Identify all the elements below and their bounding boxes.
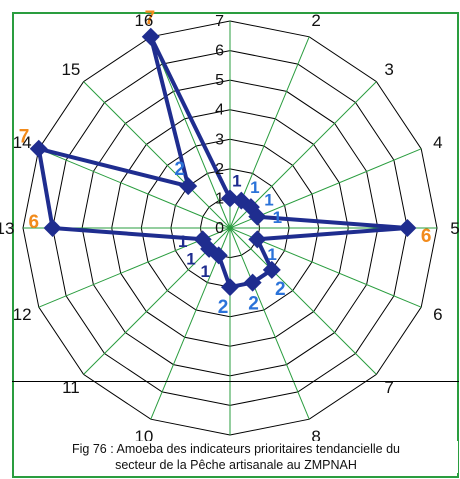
data-point-9 xyxy=(221,278,239,297)
category-label-12: 12 xyxy=(13,305,32,324)
point-label-8: 2 xyxy=(248,294,259,315)
figure-caption: Fig 76 : Amoeba des indicateurs priorita… xyxy=(14,441,458,473)
point-label-13: 6 xyxy=(29,212,40,233)
grid-spoke-14 xyxy=(38,148,231,229)
point-label-5: 6 xyxy=(421,226,432,247)
category-label-14: 14 xyxy=(13,133,32,152)
category-label-2: 2 xyxy=(311,11,320,30)
point-label-12: 1 xyxy=(178,232,187,251)
data-point-1 xyxy=(221,189,239,208)
category-label-5: 5 xyxy=(450,219,459,238)
data-point-12 xyxy=(193,230,212,249)
ring-label-2: 2 xyxy=(215,161,224,178)
grid-spoke-15 xyxy=(83,81,231,229)
data-point-4 xyxy=(248,207,267,226)
point-label-7: 2 xyxy=(275,279,286,300)
data-point-8 xyxy=(243,273,262,292)
grid-spoke-8 xyxy=(229,227,310,420)
category-label-3: 3 xyxy=(384,60,393,79)
divider-line xyxy=(12,381,459,382)
point-label-4: 1 xyxy=(273,208,282,227)
point-label-16: 7 xyxy=(145,8,156,29)
category-label-8: 8 xyxy=(311,427,320,446)
point-label-15: 2 xyxy=(174,159,185,180)
data-point-15 xyxy=(179,177,198,196)
ring-label-7: 7 xyxy=(215,13,224,30)
ring-label-1: 1 xyxy=(215,190,224,207)
point-label-10: 1 xyxy=(200,262,209,281)
data-point-6 xyxy=(248,230,267,249)
ring-label-0: 0 xyxy=(215,220,224,237)
data-point-7 xyxy=(262,260,281,279)
category-label-13: 13 xyxy=(0,219,14,238)
data-point-5 xyxy=(398,219,417,237)
category-label-15: 15 xyxy=(61,60,80,79)
radar-series xyxy=(29,27,417,297)
category-label-11: 11 xyxy=(62,378,80,397)
point-label-14: 7 xyxy=(19,126,30,147)
category-label-7: 7 xyxy=(384,378,393,397)
point-label-1: 1 xyxy=(232,172,241,191)
caption-line-2: secteur de la Pêche artisanale au ZMPNAH xyxy=(115,458,357,472)
category-label-4: 4 xyxy=(433,133,442,152)
data-point-16 xyxy=(141,27,160,46)
point-label-3: 1 xyxy=(264,191,273,210)
ring-label-5: 5 xyxy=(215,72,224,89)
point-label-11: 1 xyxy=(186,249,195,268)
data-point-14 xyxy=(29,139,48,158)
ring-label-3: 3 xyxy=(215,131,224,148)
grid-spoke-7 xyxy=(229,227,377,375)
ring-label-4: 4 xyxy=(215,102,224,119)
caption-line-1: Fig 76 : Amoeba des indicateurs priorita… xyxy=(72,442,400,456)
radar-grid xyxy=(22,20,438,436)
category-label-16: 16 xyxy=(134,11,153,30)
chart-frame xyxy=(12,12,459,478)
category-label-6: 6 xyxy=(433,305,442,324)
ring-label-6: 6 xyxy=(215,43,224,60)
point-label-9: 2 xyxy=(218,297,229,318)
point-label-6: 1 xyxy=(267,245,276,264)
data-point-13 xyxy=(43,219,62,237)
grid-spoke-16 xyxy=(150,36,231,229)
point-label-2: 1 xyxy=(250,178,259,197)
